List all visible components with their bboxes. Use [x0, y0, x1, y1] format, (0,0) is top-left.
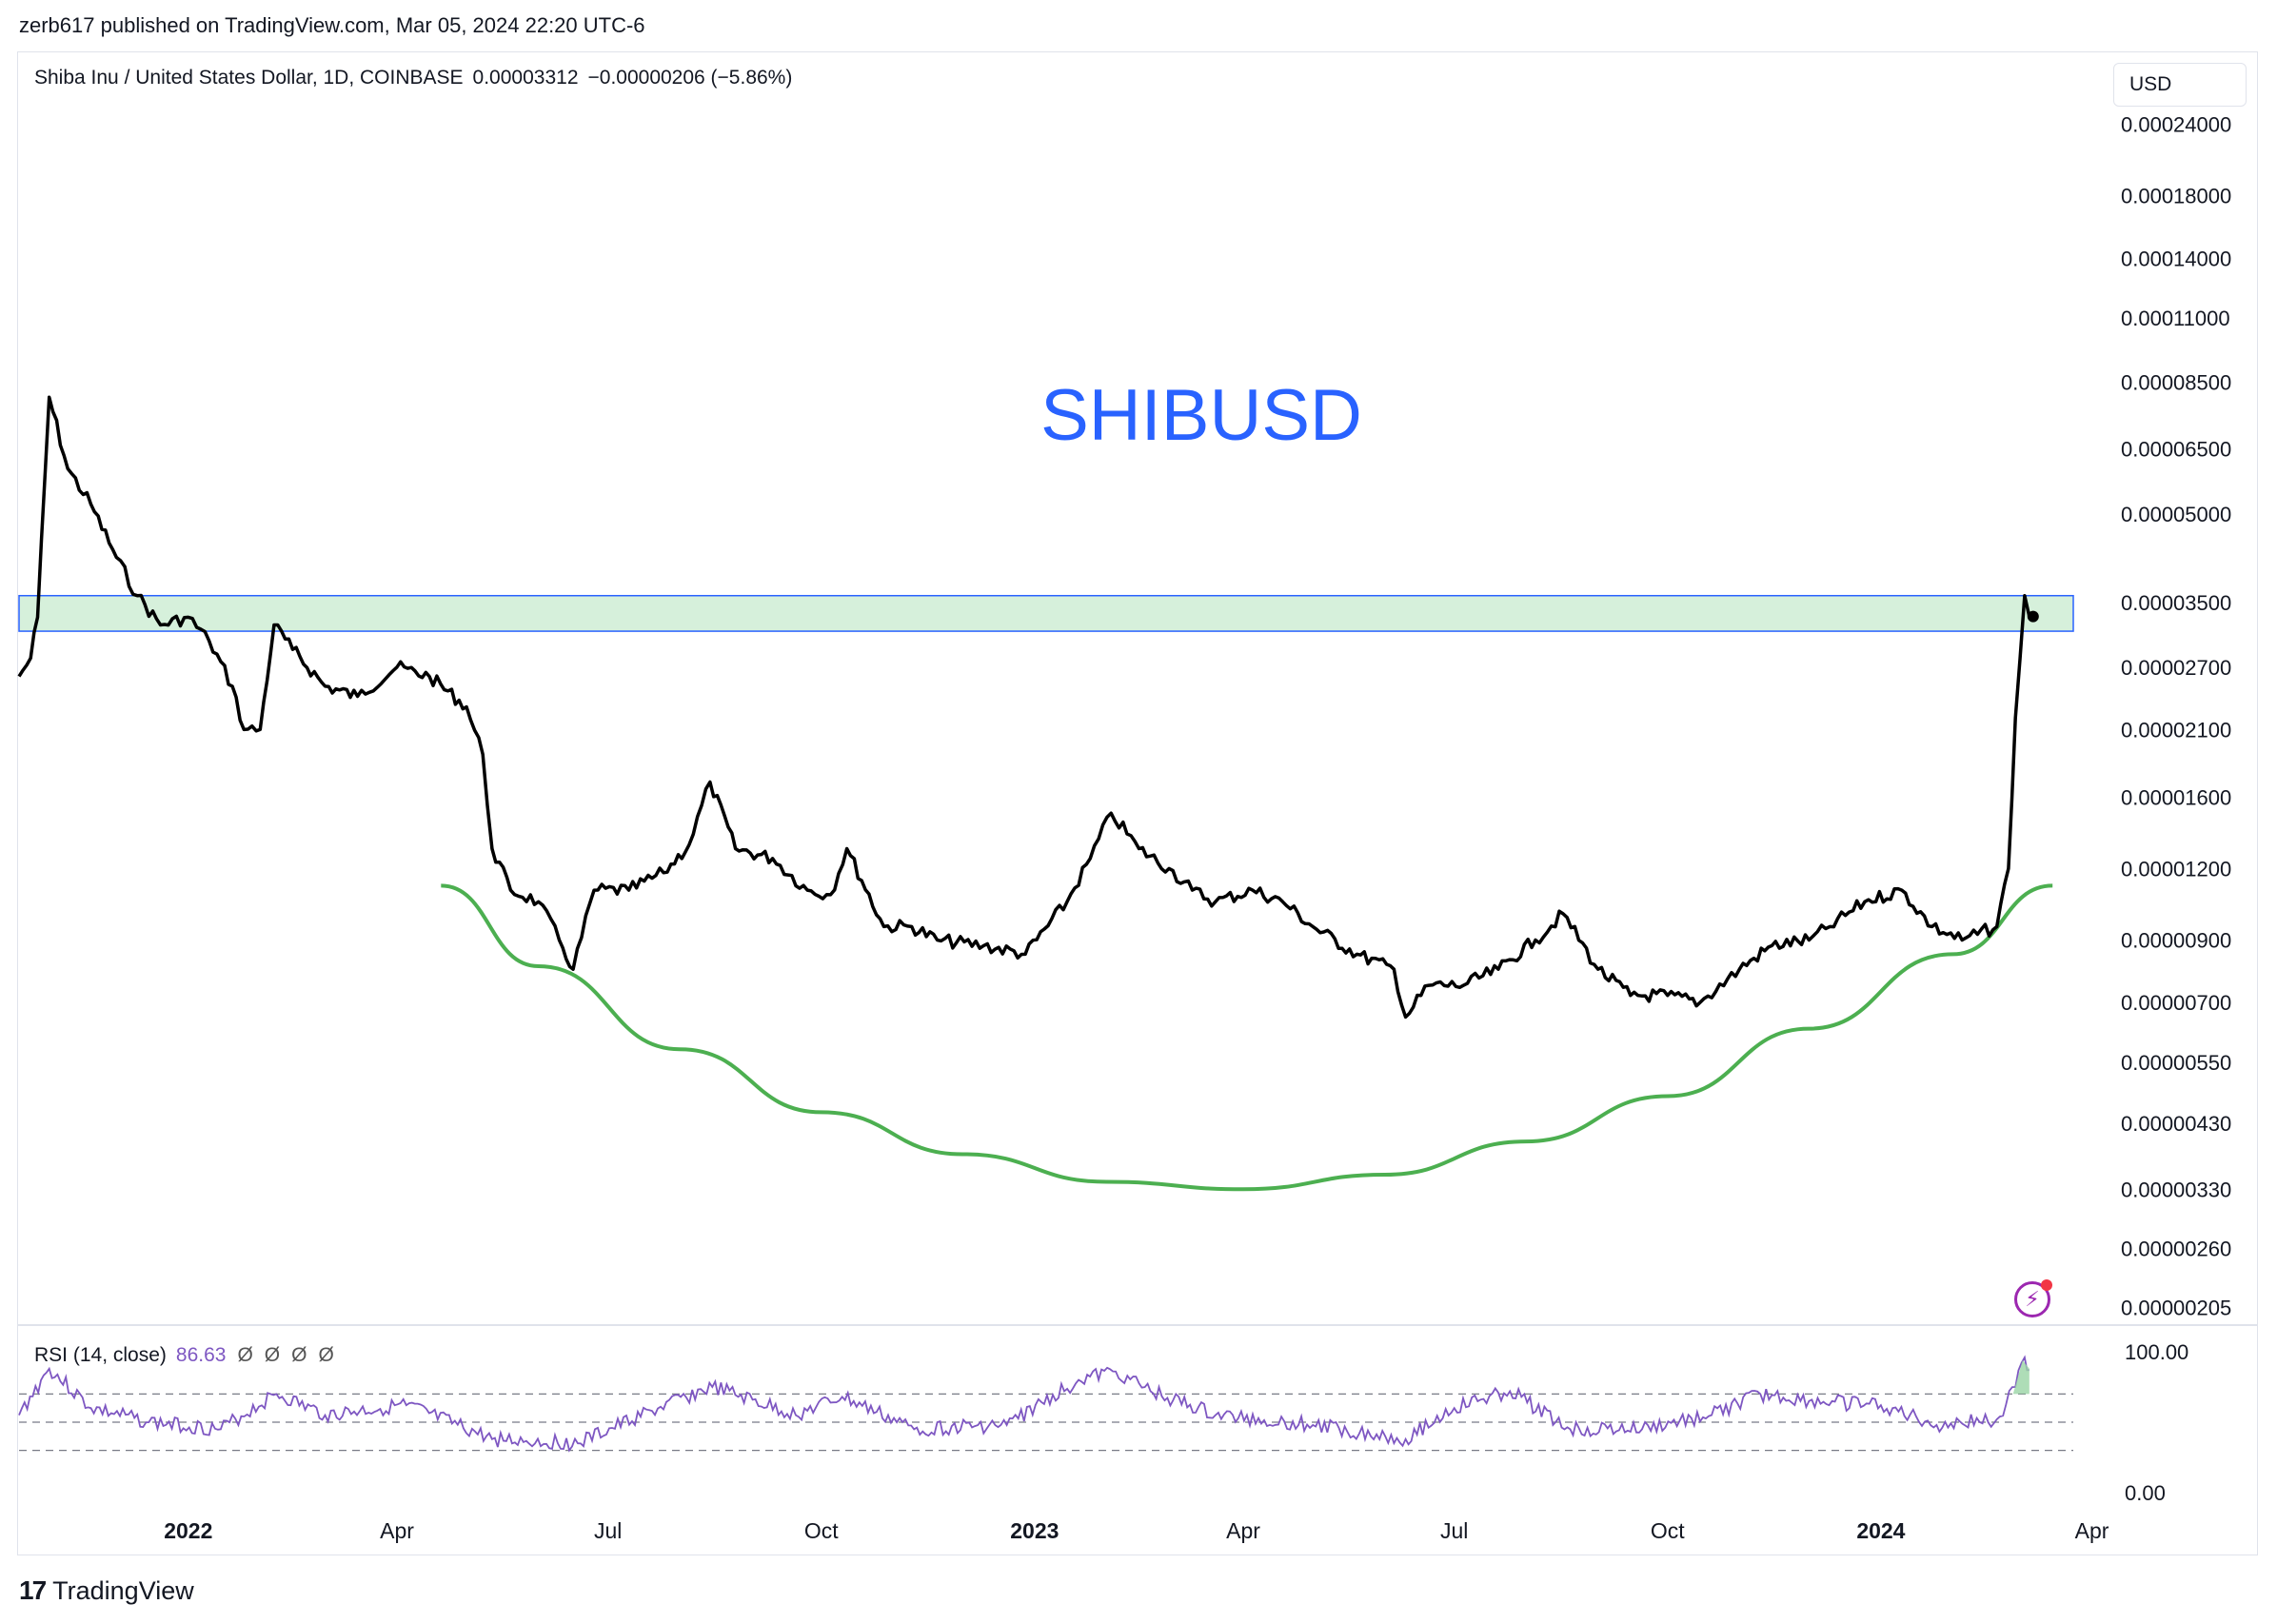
- price-tick-label: 0.00005000: [2121, 503, 2231, 526]
- price-series-line[interactable]: [17, 395, 2031, 1020]
- price-tick-label: 0.00000330: [2121, 1178, 2231, 1201]
- price-tick-label: 0.00001600: [2121, 785, 2231, 809]
- time-tick-label: 2023: [1010, 1518, 1059, 1543]
- rounded-bottom-arc[interactable]: [441, 883, 2053, 1192]
- tradingview-logo-icon: 17: [19, 1575, 47, 1605]
- rsi-placeholder: Ø: [318, 1344, 334, 1366]
- time-tick-label: 2024: [1856, 1518, 1905, 1543]
- price-tick-label: 0.00006500: [2121, 438, 2231, 462]
- price-tick-label: 0.00002100: [2121, 718, 2231, 742]
- resistance-zone[interactable]: [18, 594, 2074, 632]
- price-tick-label: 0.00000205: [2121, 1297, 2231, 1320]
- rsi-placeholder: Ø: [291, 1344, 307, 1366]
- price-tick-label: 0.00018000: [2121, 185, 2231, 208]
- price-tick-label: 0.00000900: [2121, 928, 2231, 952]
- price-tick-label: 0.00000430: [2121, 1112, 2231, 1136]
- price-tick-label: 0.00003500: [2121, 591, 2231, 615]
- rsi-label: RSI (14, close): [34, 1344, 167, 1366]
- chart-title: SHIBUSD: [1040, 375, 1362, 456]
- price-tick-label: 0.00008500: [2121, 371, 2231, 395]
- rsi-pane: 100.00 0.00: [18, 1340, 2188, 1505]
- time-tick-label: Oct: [804, 1518, 839, 1543]
- price-tick-label: 0.00001200: [2121, 857, 2231, 881]
- time-tick-label: Apr: [380, 1518, 414, 1543]
- notification-dot: [2041, 1279, 2052, 1291]
- price-tick-label: 0.00002700: [2121, 656, 2231, 680]
- rsi-series-line[interactable]: [18, 1355, 2030, 1453]
- price-tick-label: 0.00000550: [2121, 1051, 2231, 1075]
- symbol-name: Shiba Inu / United States Dollar, 1D, CO…: [34, 67, 464, 89]
- tradingview-brand: TradingView: [52, 1575, 194, 1605]
- symbol-last-price: 0.00003312: [472, 67, 579, 89]
- price-tick-label: 0.00014000: [2121, 247, 2231, 270]
- time-tick-label: 2022: [164, 1518, 212, 1543]
- currency-button[interactable]: USD: [2113, 63, 2247, 107]
- time-axis: 2022 Apr Jul Oct 2023 Apr Jul Oct 2024 Apr: [164, 1518, 2109, 1543]
- price-tick-label: 0.00000700: [2121, 991, 2231, 1015]
- rsi-value: 86.63: [175, 1344, 227, 1366]
- tradingview-logo[interactable]: 17 TradingView: [19, 1574, 194, 1607]
- time-tick-label: Jul: [1440, 1518, 1468, 1543]
- price-tick-label: 0.00000260: [2121, 1238, 2231, 1261]
- lightning-icon[interactable]: ⚡: [2014, 1281, 2050, 1317]
- rsi-overbought-fill: [2012, 1359, 2030, 1395]
- time-tick-label: Apr: [1226, 1518, 1260, 1543]
- rsi-tick-label: 100.00: [2125, 1340, 2188, 1364]
- published-line: zerb617 published on TradingView.com, Ma…: [19, 13, 645, 37]
- time-tick-label: Apr: [2075, 1518, 2109, 1543]
- last-price-marker: [2027, 610, 2039, 623]
- symbol-legend[interactable]: Shiba Inu / United States Dollar, 1D, CO…: [34, 67, 802, 89]
- price-tick-label: 0.00011000: [2121, 307, 2230, 330]
- rsi-legend[interactable]: RSI (14, close) 86.63 Ø Ø Ø Ø: [34, 1344, 334, 1367]
- rsi-placeholder: Ø: [264, 1344, 281, 1366]
- time-tick-label: Oct: [1651, 1518, 1685, 1543]
- time-tick-label: Jul: [594, 1518, 622, 1543]
- rsi-placeholder: Ø: [237, 1344, 253, 1366]
- price-tick-label: 0.00024000: [2121, 113, 2231, 137]
- chart-frame[interactable]: [17, 51, 2258, 1555]
- price-axis: 0.00024000 0.00018000 0.00014000 0.00011000…: [2121, 113, 2231, 1320]
- symbol-change: −0.00000206 (−5.86%): [587, 67, 793, 89]
- rsi-tick-label: 0.00: [2125, 1481, 2166, 1505]
